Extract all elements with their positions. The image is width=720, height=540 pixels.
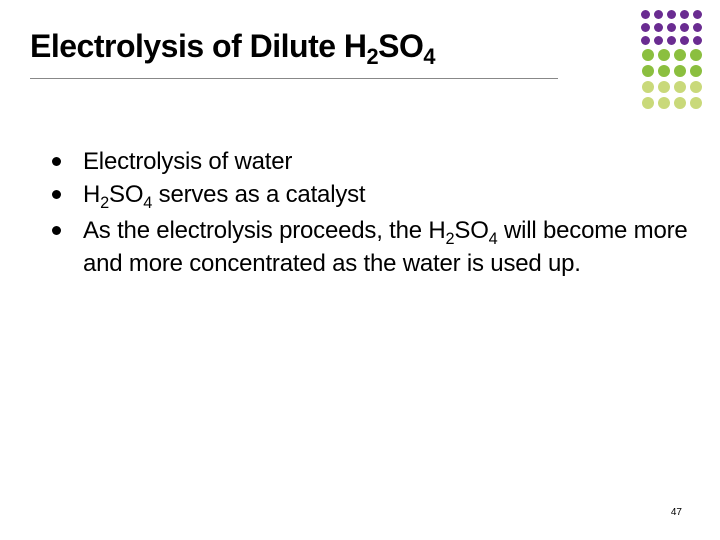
subscript: 2: [367, 44, 379, 69]
deco-dot: [680, 10, 689, 19]
deco-dot: [654, 36, 663, 45]
subscript: 4: [489, 230, 498, 248]
deco-dot: [641, 23, 650, 32]
deco-dot: [642, 81, 654, 93]
list-item: As the electrolysis proceeds, the H2SO4 …: [52, 216, 690, 280]
deco-dot: [674, 49, 686, 61]
deco-dot: [674, 97, 686, 109]
deco-dot: [667, 23, 676, 32]
page-number: 47: [671, 507, 682, 518]
deco-dot: [667, 36, 676, 45]
deco-row: [639, 95, 704, 111]
slide-title: Electrolysis of Dilute H2SO4: [30, 28, 558, 79]
deco-dot: [693, 36, 702, 45]
deco-dot: [693, 23, 702, 32]
deco-dot: [658, 81, 670, 93]
deco-row: [639, 21, 704, 34]
corner-decoration: [639, 8, 704, 111]
deco-row: [639, 47, 704, 63]
bullet-list: Electrolysis of waterH2SO4 serves as a c…: [30, 147, 690, 280]
bullet-text: As the electrolysis proceeds, the H2SO4 …: [83, 216, 690, 280]
deco-dot: [658, 49, 670, 61]
deco-dot: [690, 49, 702, 61]
deco-dot: [658, 97, 670, 109]
deco-dot: [674, 81, 686, 93]
deco-dot: [654, 10, 663, 19]
deco-row: [639, 8, 704, 21]
deco-row: [639, 34, 704, 47]
deco-dot: [690, 65, 702, 77]
deco-row: [639, 63, 704, 79]
deco-dot: [641, 10, 650, 19]
bullet-marker: [52, 226, 61, 235]
subscript: 4: [423, 44, 435, 69]
bullet-marker: [52, 157, 61, 166]
slide: Electrolysis of Dilute H2SO4 Electrolysi…: [0, 0, 720, 540]
deco-dot: [667, 10, 676, 19]
subscript: 2: [100, 194, 109, 212]
deco-dot: [641, 36, 650, 45]
list-item: Electrolysis of water: [52, 147, 690, 178]
deco-dot: [654, 23, 663, 32]
deco-dot: [680, 23, 689, 32]
deco-dot: [642, 65, 654, 77]
bullet-marker: [52, 190, 61, 199]
deco-dot: [642, 49, 654, 61]
deco-dot: [690, 97, 702, 109]
subscript: 4: [143, 194, 152, 212]
deco-dot: [658, 65, 670, 77]
deco-row: [639, 79, 704, 95]
bullet-text: H2SO4 serves as a catalyst: [83, 180, 365, 214]
bullet-text: Electrolysis of water: [83, 147, 292, 178]
deco-dot: [690, 81, 702, 93]
subscript: 2: [446, 230, 455, 248]
list-item: H2SO4 serves as a catalyst: [52, 180, 690, 214]
deco-dot: [680, 36, 689, 45]
deco-dot: [674, 65, 686, 77]
deco-dot: [693, 10, 702, 19]
deco-dot: [642, 97, 654, 109]
